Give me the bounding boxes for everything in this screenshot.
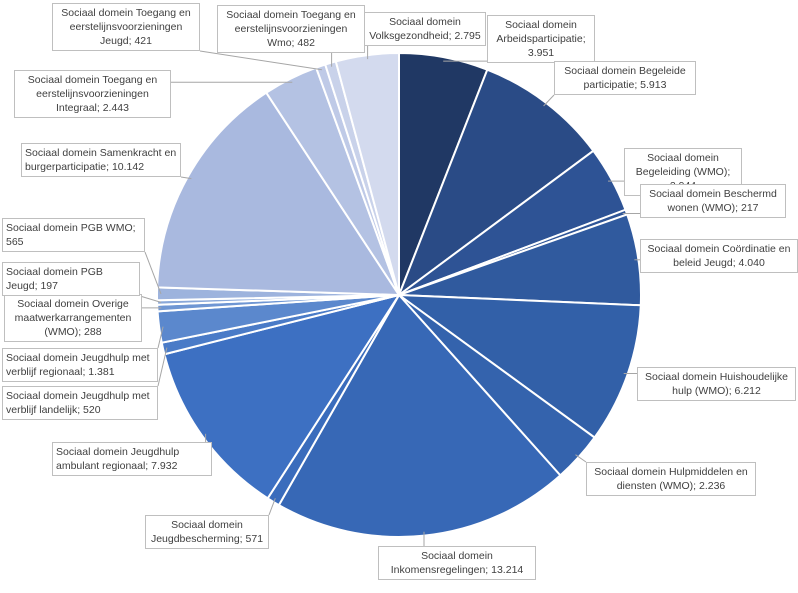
data-label-text: Sociaal domein Begeleide participatie; 5… <box>564 65 686 91</box>
leader-line <box>268 498 276 516</box>
data-label-text: Sociaal domein Coördinatie en beleid Jeu… <box>647 243 791 269</box>
data-label: Sociaal domein Toegang en eerstelijnsvoo… <box>52 3 200 51</box>
data-label-text: Sociaal domein Samenkracht en burgerpart… <box>25 147 177 173</box>
data-label: Sociaal domein Coördinatie en beleid Jeu… <box>640 239 798 273</box>
leader-line <box>139 295 162 303</box>
data-label: Sociaal domein Huishoudelijke hulp (WMO)… <box>637 367 796 401</box>
data-label: Sociaal domein Overige maatwerkarrangeme… <box>4 294 142 342</box>
leader-line <box>157 347 168 387</box>
data-label: Sociaal domein Hulpmiddelen en diensten … <box>586 462 756 496</box>
data-label-text: Sociaal domein Toegang en eerstelijnsvoo… <box>61 7 191 47</box>
data-label: Sociaal domein Arbeidsparticipatie; 3.95… <box>487 15 595 63</box>
data-label-text: Sociaal domein Huishoudelijke hulp (WMO)… <box>644 371 788 397</box>
data-label-text: Sociaal domein PGB Jeugd; 197 <box>6 266 103 292</box>
data-label: Sociaal domein Toegang en eerstelijnsvoo… <box>14 70 171 118</box>
data-label-text: Sociaal domein Inkomensregelingen; 13.21… <box>390 550 524 576</box>
leader-line <box>575 454 587 463</box>
pie-slice <box>395 293 642 439</box>
data-label-text: Sociaal domein Jeugdbescherming; 571 <box>150 519 264 545</box>
data-label: Sociaal domein PGB Jeugd; 197 <box>2 262 140 296</box>
leader-line <box>144 251 162 295</box>
data-label: Sociaal domein Volksgezondheid; 2.795 <box>364 12 486 46</box>
pie-slice <box>163 293 402 500</box>
data-label-text: Sociaal domein Overige maatwerkarrangeme… <box>14 298 132 338</box>
data-label: Sociaal domein Inkomensregelingen; 13.21… <box>378 546 536 580</box>
data-label: Sociaal domein Jeugdhulp ambulant region… <box>52 442 212 476</box>
data-label: Sociaal domein Toegang en eerstelijnsvoo… <box>217 5 365 53</box>
data-label: Sociaal domein Samenkracht en burgerpart… <box>21 143 181 177</box>
data-label: Sociaal domein Jeugdhulp met verblijf la… <box>2 386 158 420</box>
data-label-text: Sociaal domein Toegang en eerstelijnsvoo… <box>27 74 158 114</box>
leader-line <box>157 326 164 349</box>
data-label-text: Sociaal domein PGB WMO; 565 <box>6 222 136 248</box>
data-label-text: Sociaal domein Beschermd wonen (WMO); 21… <box>649 188 777 214</box>
data-label-text: Sociaal domein Jeugdhulp met verblijf re… <box>6 352 150 378</box>
data-label: Sociaal domein Begeleide participatie; 5… <box>554 61 696 95</box>
data-label-text: Sociaal domein Jeugdhulp met verblijf la… <box>6 390 150 416</box>
pie-slices <box>156 51 642 539</box>
leader-line <box>180 176 192 180</box>
leader-line <box>543 94 555 107</box>
data-label-text: Sociaal domein Volksgezondheid; 2.795 <box>369 16 481 42</box>
data-label-text: Sociaal domein Arbeidsparticipatie; 3.95… <box>496 19 586 59</box>
leader-lines <box>139 46 640 546</box>
data-label: Sociaal domein PGB WMO; 565 <box>2 218 145 252</box>
data-label-text: Sociaal domein Jeugdhulp ambulant region… <box>56 446 180 472</box>
data-label: Sociaal domein Jeugdbescherming; 571 <box>145 515 269 549</box>
leader-line <box>199 50 322 71</box>
data-label: Sociaal domein Beschermd wonen (WMO); 21… <box>640 184 786 218</box>
data-label-text: Sociaal domein Toegang en eerstelijnsvoo… <box>226 9 356 49</box>
pie-slice <box>156 91 401 297</box>
data-label: Sociaal domein Jeugdhulp met verblijf re… <box>2 348 158 382</box>
data-label-text: Sociaal domein Hulpmiddelen en diensten … <box>594 466 748 492</box>
